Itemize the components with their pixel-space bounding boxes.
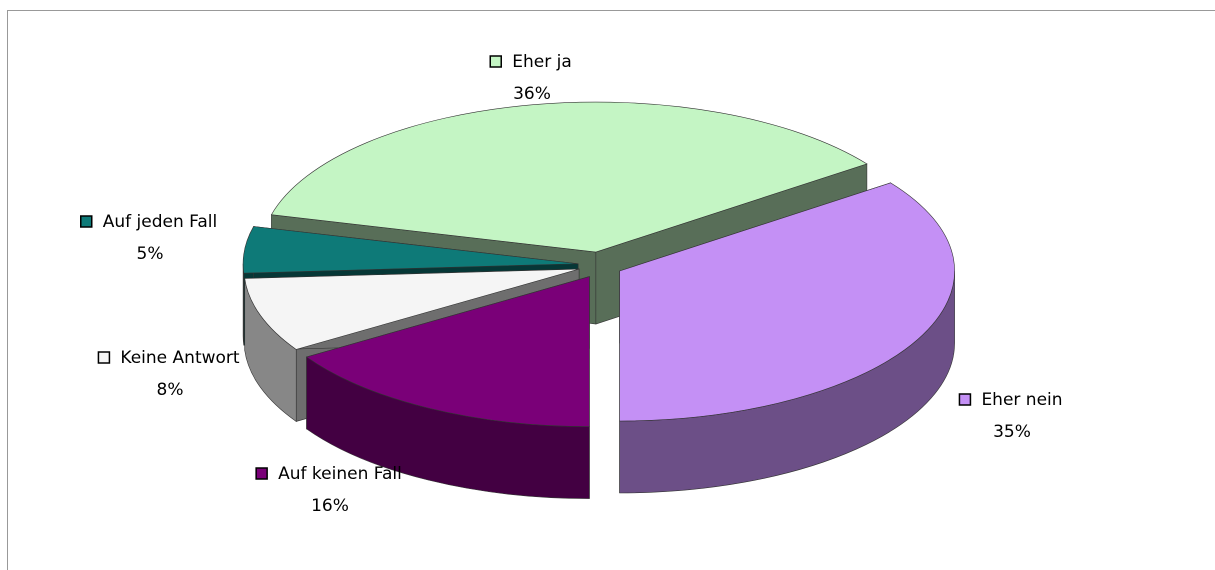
slice: [244, 268, 580, 350]
slice: [619, 182, 955, 422]
legend-label: Eher ja: [512, 52, 572, 72]
data-label: 16%: [311, 496, 349, 516]
data-label: 36%: [513, 84, 551, 104]
data-label: 35%: [993, 422, 1031, 442]
slice: [270, 101, 868, 253]
legend-label: Eher nein: [981, 390, 1062, 410]
slice-side: [242, 263, 245, 346]
legend-swatch: [80, 215, 93, 228]
legend-swatch: [958, 393, 972, 406]
slice: [305, 276, 590, 427]
legend-label: Auf keinen Fall: [278, 464, 402, 484]
slice: [242, 226, 579, 274]
legend-swatch: [255, 467, 268, 480]
data-label: 5%: [137, 244, 164, 264]
data-label: 8%: [157, 380, 184, 400]
legend-label: Keine Antwort: [120, 348, 239, 368]
legend-label: Auf jeden Fall: [103, 212, 217, 232]
legend-swatch: [97, 351, 111, 364]
legend-swatch: [489, 55, 502, 68]
